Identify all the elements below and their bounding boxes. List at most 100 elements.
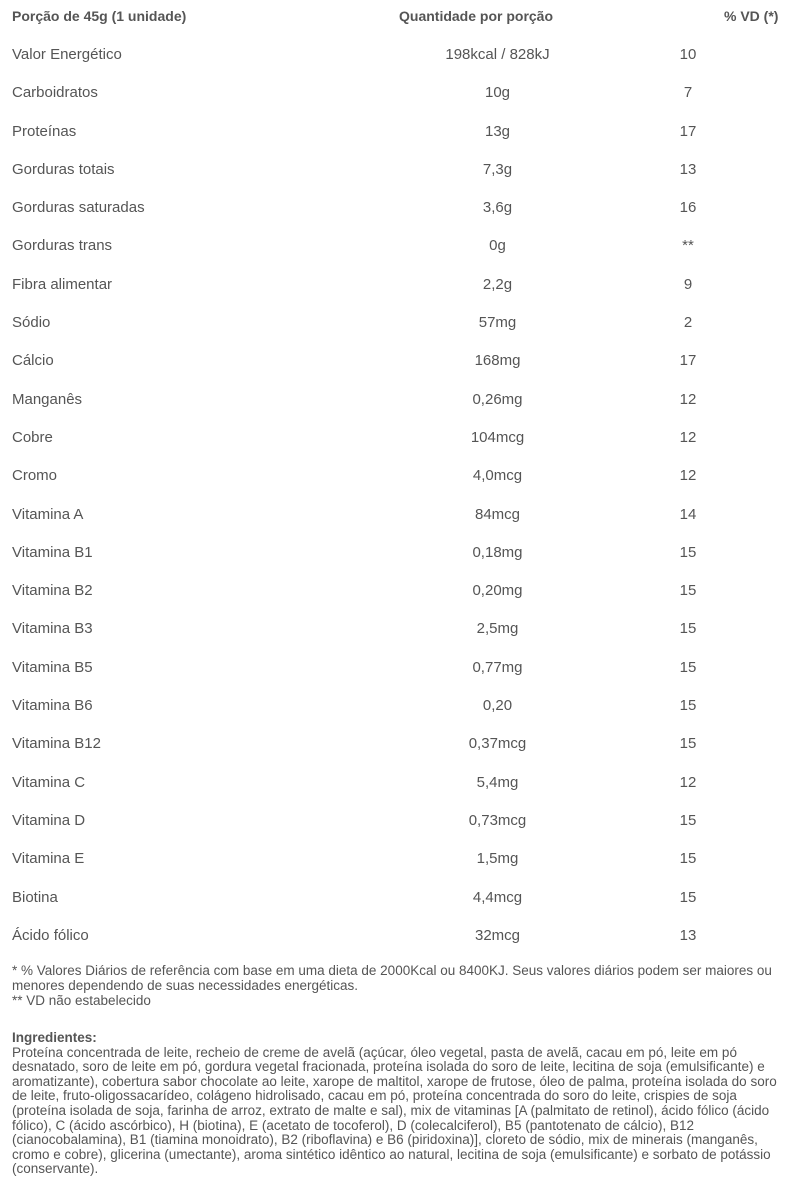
nutrient-quantity: 0,20: [482, 697, 513, 715]
nutrient-quantity: 13g: [484, 122, 511, 140]
table-row: Vitamina B6 0,20 15: [0, 688, 800, 726]
nutrient-name: Vitamina A: [12, 505, 84, 523]
nutrient-daily-value: 15: [679, 620, 697, 638]
nutrient-name: Vitamina C: [12, 773, 86, 791]
nutrient-name: Manganês: [12, 390, 83, 408]
nutrient-name: Carboidratos: [12, 84, 98, 102]
nutrient-quantity: 4,0mcg: [472, 467, 523, 485]
nutrient-name: Valor Energético: [12, 46, 122, 63]
nutrient-daily-value: 12: [679, 773, 697, 791]
nutrient-name: Gorduras saturadas: [12, 199, 145, 217]
quantity-header: Quantidade por porção: [399, 8, 554, 24]
nutrient-quantity: 0g: [489, 237, 506, 255]
nutrient-daily-value: 16: [679, 199, 697, 217]
nutrient-quantity: 7,3g: [482, 160, 513, 178]
ingredients-section: Ingredientes: Proteína concentrada de le…: [12, 1030, 788, 1177]
table-row: Manganês 0,26mg 12: [0, 382, 800, 420]
table-row: Sódio 57mg 2: [0, 305, 800, 343]
nutrient-daily-value: 15: [679, 811, 697, 829]
nutrient-quantity: 4,4mcg: [472, 888, 523, 906]
nutrient-name: Vitamina B2: [12, 582, 93, 600]
nutrient-daily-value: 7: [683, 84, 693, 102]
nutrient-name: Vitamina E: [12, 850, 85, 868]
nutrient-daily-value: 15: [679, 735, 697, 753]
nutrient-daily-value: 15: [679, 582, 697, 600]
daily-value-footnote: * % Valores Diários de referência com ba…: [12, 963, 772, 993]
nutrient-daily-value: 14: [679, 505, 697, 523]
table-row: Cromo 4,0mcg 12: [0, 458, 800, 496]
nutrient-quantity: 198kcal / 828kJ: [445, 46, 550, 63]
nutrient-quantity: 0,37mcg: [468, 735, 527, 753]
nutrient-name: Cobre: [12, 428, 53, 446]
table-row: Fibra alimentar 2,2g 9: [0, 267, 800, 305]
nutrient-name: Gorduras totais: [12, 160, 115, 178]
nutrient-quantity: 0,77mg: [472, 658, 523, 676]
nutrient-name: Cálcio: [12, 352, 54, 370]
nutrient-quantity: 104mcg: [470, 428, 525, 446]
nutrient-quantity: 2,2g: [482, 275, 513, 293]
table-row: Vitamina B2 0,20mg 15: [0, 573, 800, 611]
table-row: Gorduras trans 0g **: [0, 228, 800, 266]
nutrient-daily-value: 17: [679, 122, 697, 140]
nutrient-name: Fibra alimentar: [12, 275, 113, 293]
table-row: Vitamina C 5,4mg 12: [0, 765, 800, 803]
table-row: Ácido fólico 32mcg 13: [0, 918, 800, 956]
nutrient-quantity: 32mcg: [474, 926, 521, 944]
nutrient-name: Proteínas: [12, 122, 77, 140]
nutrient-daily-value: 15: [679, 697, 697, 715]
nutrient-quantity: 0,18mg: [472, 543, 523, 561]
nutrient-daily-value: 12: [679, 467, 697, 485]
nutrient-name: Vitamina B12: [12, 735, 101, 753]
nutrient-name: Gorduras trans: [12, 237, 113, 255]
nutrient-name: Vitamina B5: [12, 658, 93, 676]
nutrient-quantity: 57mg: [478, 314, 517, 332]
nutrient-daily-value: 12: [679, 428, 697, 446]
table-row: Carboidratos 10g 7: [0, 75, 800, 113]
portion-header: Porção de 45g (1 unidade): [12, 8, 187, 24]
nutrient-daily-value: 10: [679, 46, 697, 63]
table-row: Biotina 4,4mcg 15: [0, 880, 800, 918]
nutrient-daily-value: 13: [679, 160, 697, 178]
nutrient-daily-value: **: [682, 237, 694, 255]
nutrient-name: Cromo: [12, 467, 58, 485]
nutrient-quantity: 168mg: [474, 352, 521, 370]
nutrient-name: Vitamina B1: [12, 543, 93, 561]
nutrient-daily-value: 13: [679, 926, 697, 944]
nutrient-quantity: 84mcg: [474, 505, 521, 523]
nutrient-quantity: 0,73mcg: [468, 811, 527, 829]
nutrient-daily-value: 15: [679, 543, 697, 561]
table-row: Gorduras saturadas 3,6g 16: [0, 190, 800, 228]
nutrient-quantity: 0,26mg: [472, 390, 523, 408]
table-row: Vitamina E 1,5mg 15: [0, 841, 800, 879]
nutrient-quantity: 5,4mg: [476, 773, 519, 791]
table-row: Valor Energético 198kcal / 828kJ 10: [0, 37, 800, 75]
table-row: Vitamina A 84mcg 14: [0, 497, 800, 535]
table-row: Vitamina D 0,73mcg 15: [0, 803, 800, 841]
table-row: Vitamina B5 0,77mg 15: [0, 650, 800, 688]
nutrient-name: Sódio: [12, 314, 51, 332]
nutrient-daily-value: 12: [679, 390, 697, 408]
nutrient-daily-value: 2: [683, 314, 693, 332]
nutrient-name: Vitamina B3: [12, 620, 93, 638]
table-row: Vitamina B12 0,37mcg 15: [0, 726, 800, 764]
footnotes: * % Valores Diários de referência com ba…: [12, 963, 788, 1008]
daily-value-header: % VD (*): [724, 8, 779, 24]
nutrient-quantity: 1,5mg: [476, 850, 519, 868]
nutrient-daily-value: 9: [683, 275, 693, 293]
table-row: Vitamina B3 2,5mg 15: [0, 611, 800, 649]
table-row: Cálcio 168mg 17: [0, 343, 800, 381]
nutrient-daily-value: 15: [679, 658, 697, 676]
table-header: Porção de 45g (1 unidade) Quantidade por…: [0, 8, 800, 30]
nutrient-name: Vitamina D: [12, 811, 86, 829]
table-row: Vitamina B1 0,18mg 15: [0, 535, 800, 573]
not-established-footnote: ** VD não estabelecido: [12, 993, 151, 1008]
nutrient-quantity: 10g: [484, 84, 511, 102]
nutrient-daily-value: 17: [679, 352, 697, 370]
nutrient-quantity: 3,6g: [482, 199, 513, 217]
nutrient-daily-value: 15: [679, 850, 697, 868]
ingredients-title: Ingredientes:: [12, 1030, 97, 1045]
nutrient-name: Vitamina B6: [12, 697, 93, 715]
nutrient-name: Biotina: [12, 888, 58, 906]
table-row: Cobre 104mcg 12: [0, 420, 800, 458]
